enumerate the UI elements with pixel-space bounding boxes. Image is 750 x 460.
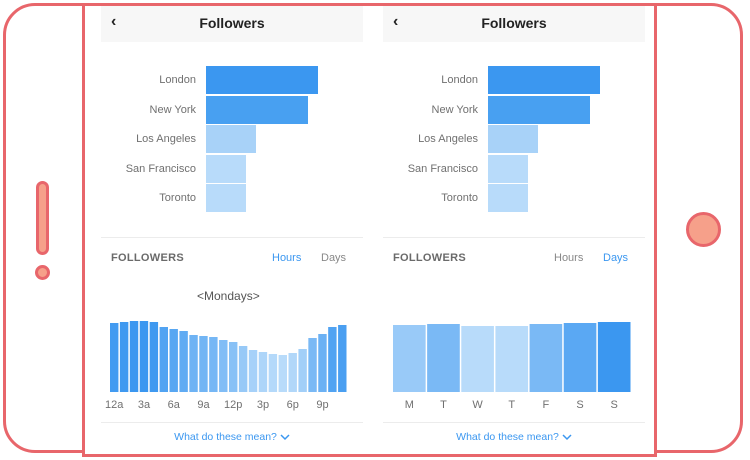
- tab-days[interactable]: Days: [603, 252, 629, 264]
- home-button[interactable]: [686, 212, 721, 247]
- chart-bar: [258, 352, 268, 392]
- chart-bar: [495, 326, 529, 392]
- x-tick-label: 9p: [316, 399, 328, 411]
- x-tick-label: 12a: [105, 399, 124, 411]
- x-tick-label: 3a: [138, 399, 151, 411]
- chart-bar: [338, 325, 347, 392]
- chart-bar: [393, 325, 426, 392]
- city-bar: [206, 66, 318, 94]
- x-tick-label: 9a: [197, 399, 210, 411]
- x-tick-label: S: [611, 399, 618, 411]
- what-do-these-mean-link[interactable]: What do these mean?: [101, 431, 363, 443]
- chevron-down-icon: [562, 434, 572, 441]
- city-label: Los Angeles: [418, 133, 478, 145]
- chart-bar: [129, 321, 139, 392]
- chart-bar: [159, 327, 168, 392]
- chart-bar: [238, 346, 248, 392]
- city-label: London: [441, 74, 478, 86]
- x-tick-label: F: [543, 399, 550, 411]
- nav-bar: ‹ Followers: [383, 6, 645, 42]
- city-label: San Francisco: [125, 162, 196, 175]
- hours-bar-chart: 12a 3a 6a 9a 12p 3p 6p 9p: [105, 321, 347, 411]
- x-tick-label: T: [508, 399, 515, 411]
- city-bar: [488, 184, 529, 212]
- section-title: FOLLOWERS: [111, 252, 184, 264]
- page-title: Followers: [199, 15, 265, 31]
- city-label: San Francisco: [407, 162, 478, 175]
- chart-bar: [308, 338, 317, 392]
- chart-bar: [268, 354, 278, 392]
- chart-bar: [278, 355, 287, 392]
- chart-bar: [229, 342, 238, 392]
- city-label: London: [159, 74, 196, 86]
- chart-bar: [597, 322, 631, 392]
- day-label: Mondays: [204, 289, 253, 303]
- city-label: New York: [431, 103, 478, 116]
- day-selector: <Mondays>: [197, 289, 260, 303]
- divider: [383, 237, 645, 238]
- chart-bar: [219, 340, 228, 392]
- city-bar: [488, 66, 600, 94]
- chart-bar: [248, 350, 258, 392]
- city-bar: [206, 125, 257, 153]
- page-title: Followers: [481, 15, 547, 31]
- city-bar: [488, 95, 590, 124]
- next-day-chevron-icon[interactable]: >: [252, 289, 260, 303]
- chart-bar: [209, 337, 218, 392]
- camera-dot: [35, 265, 50, 280]
- chart-bar: [119, 322, 129, 392]
- city-bar: [488, 154, 529, 183]
- city-bar: [206, 184, 247, 212]
- nav-bar: ‹ Followers: [101, 6, 363, 42]
- x-tick-label: 6a: [168, 399, 181, 411]
- city-label: Los Angeles: [136, 133, 196, 145]
- x-tick-label: S: [576, 399, 583, 411]
- chart-bar: [149, 322, 159, 392]
- x-tick-label: 6p: [287, 399, 299, 411]
- chart-bar: [529, 324, 563, 392]
- tab-hours[interactable]: Hours: [272, 252, 302, 264]
- x-tick-label: 3p: [257, 399, 269, 411]
- tab-hours[interactable]: Hours: [554, 252, 584, 264]
- chart-bar: [427, 324, 460, 392]
- footer-link-label: What do these mean?: [174, 431, 277, 443]
- x-tick-label: W: [472, 399, 483, 411]
- chart-bar: [169, 329, 178, 392]
- chart-bar: [328, 327, 337, 392]
- tab-days[interactable]: Days: [321, 252, 347, 264]
- chart-bar: [189, 335, 198, 392]
- divider: [383, 422, 645, 423]
- what-do-these-mean-link[interactable]: What do these mean?: [383, 431, 645, 443]
- chart-bar: [318, 334, 327, 392]
- footer-link-label: What do these mean?: [456, 431, 559, 443]
- divider: [101, 237, 363, 238]
- chart-bar: [563, 323, 597, 392]
- x-tick-label: 12p: [224, 399, 242, 411]
- chart-bar: [288, 353, 297, 392]
- chart-bar: [179, 331, 188, 392]
- x-tick-label: T: [440, 399, 447, 411]
- city-label: Toronto: [159, 192, 196, 204]
- speaker-slot: [36, 181, 49, 255]
- divider: [101, 422, 363, 423]
- chart-bar: [110, 323, 119, 392]
- x-tick-label: M: [405, 399, 414, 411]
- city-bar: [488, 125, 539, 153]
- chart-bar: [298, 349, 307, 392]
- chart-bar: [139, 321, 149, 392]
- followers-screen-days: ‹ Followers London New York Los Angeles San…: [383, 6, 645, 454]
- city-bar: [206, 154, 247, 183]
- city-label: Toronto: [441, 192, 478, 204]
- section-title: FOLLOWERS: [393, 252, 466, 264]
- city-label: New York: [149, 103, 196, 116]
- city-bar: [206, 95, 308, 124]
- followers-screen-hours: ‹ Followers London New York Los Angeles San…: [101, 6, 363, 454]
- chart-bar: [199, 336, 208, 392]
- prev-day-chevron-icon[interactable]: <: [197, 289, 205, 303]
- chart-bar: [461, 326, 494, 392]
- chevron-down-icon: [280, 434, 290, 441]
- back-chevron-icon[interactable]: ‹: [111, 13, 117, 30]
- back-chevron-icon[interactable]: ‹: [393, 13, 399, 30]
